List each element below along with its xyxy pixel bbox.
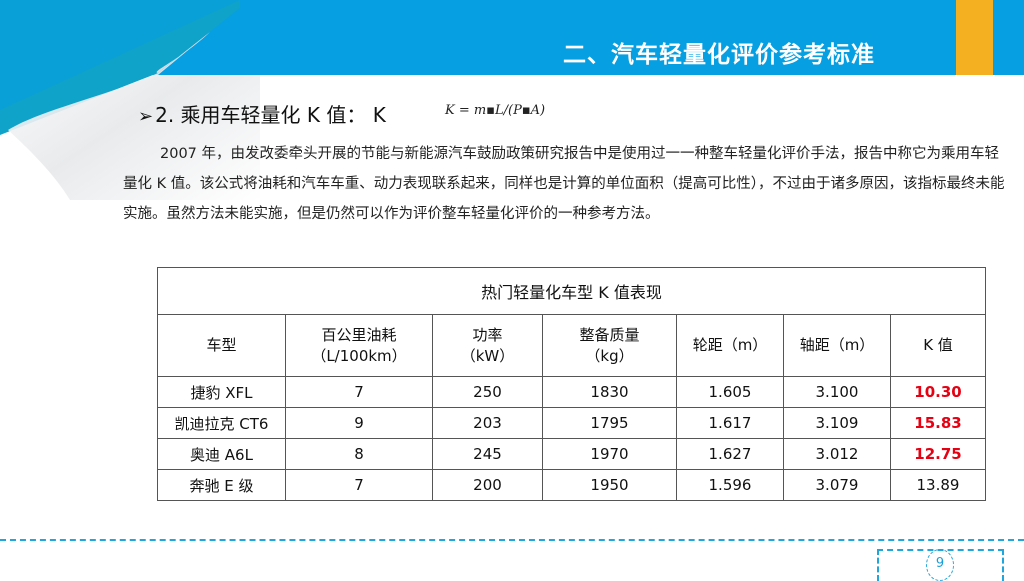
cell-k-highlight: 10.30 [890,376,986,408]
table-title: 热门轻量化车型 K 值表现 [157,267,986,315]
col-header-power: 功率 （kW） [432,314,543,377]
arrow-bullet-icon: ➢ [138,106,154,127]
paragraph-text: 2007 年，由发改委牵头开展的节能与新能源汽车鼓励政策研究报告中是使用过一一种… [123,146,1005,222]
cell-fuel: 8 [285,438,433,470]
cell-fuel: 7 [285,469,433,501]
page-curl-sheet [8,32,260,200]
cell-power: 245 [432,438,543,470]
cell-track: 1.605 [676,376,784,408]
cell-wheelbase: 3.109 [783,407,891,439]
col-header-mass: 整备质量 （kg） [542,314,677,377]
col-header-track: 轮距（m） [676,314,784,377]
cell-mass: 1970 [542,438,677,470]
subsection-heading: ➢ 2. 乘用车轻量化 K 值： K [138,100,386,132]
cell-k-highlight: 15.83 [890,407,986,439]
cell-power: 250 [432,376,543,408]
cell-mass: 1830 [542,376,677,408]
cell-track: 1.627 [676,438,784,470]
cell-wheelbase: 3.079 [783,469,891,501]
cell-k-highlight: 12.75 [890,438,986,470]
cell-track: 1.596 [676,469,784,501]
heading-text: 2. 乘用车轻量化 K 值： K [155,103,386,127]
cell-wheelbase: 3.100 [783,376,891,408]
cell-fuel: 9 [285,407,433,439]
k-value-table: 热门轻量化车型 K 值表现 车型 百公里油耗 （L/100km） 功率 （kW） 整… [157,267,986,501]
body-paragraph: 2007 年，由发改委牵头开展的节能与新能源汽车鼓励政策研究报告中是使用过一一种… [123,139,1008,229]
table-row: 凯迪拉克 CT6 9 203 1795 1.617 3.109 15.83 [157,407,986,439]
cell-mass: 1795 [542,407,677,439]
page-number: 9 [926,549,954,581]
col-header-fuel: 百公里油耗 （L/100km） [285,314,433,377]
col-header-model: 车型 [157,314,286,377]
header-accent-bar [956,0,993,75]
cell-model: 奥迪 A6L [157,438,286,470]
cell-wheelbase: 3.012 [783,438,891,470]
table-row: 奥迪 A6L 8 245 1970 1.627 3.012 12.75 [157,438,986,470]
cell-model: 捷豹 XFL [157,376,286,408]
table-header-row: 车型 百公里油耗 （L/100km） 功率 （kW） 整备质量 （kg） 轮距（m） … [157,314,986,377]
col-header-k: K 值 [890,314,986,377]
k-formula: K = m▪L/(P▪A) [445,103,546,118]
cell-power: 200 [432,469,543,501]
cell-track: 1.617 [676,407,784,439]
table-row: 捷豹 XFL 7 250 1830 1.605 3.100 10.30 [157,376,986,408]
cell-fuel: 7 [285,376,433,408]
section-title: 二、汽车轻量化评价参考标准 [563,42,875,68]
cell-power: 203 [432,407,543,439]
table-row: 奔驰 E 级 7 200 1950 1.596 3.079 13.89 [157,469,986,501]
page-curl-decoration [0,0,240,135]
cell-model: 奔驰 E 级 [157,469,286,501]
cell-k: 13.89 [890,469,986,501]
cell-mass: 1950 [542,469,677,501]
cell-model: 凯迪拉克 CT6 [157,407,286,439]
footer-divider [0,539,1024,541]
col-header-wheelbase: 轴距（m） [783,314,891,377]
